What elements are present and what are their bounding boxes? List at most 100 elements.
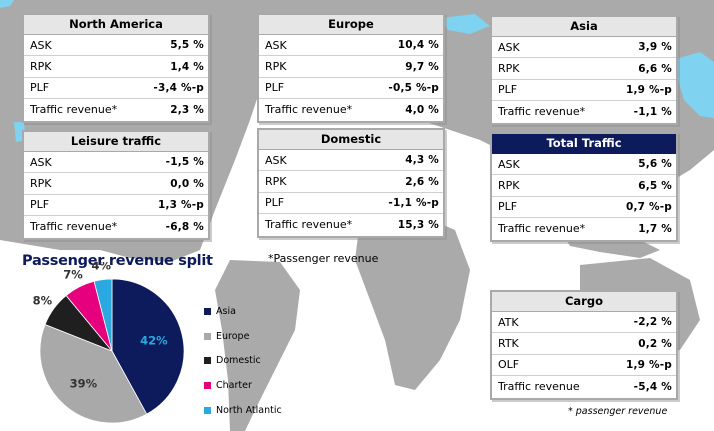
row-label: RPK [498,179,520,193]
row-label: ATK [498,315,519,329]
revenue-split-pie-chart: 42% 39% 8% 7% 4% [33,262,185,424]
row-label: ASK [30,155,52,169]
legend-swatch [204,357,211,365]
row-value: 5,6 % [638,158,672,171]
row-value: 2,3 % [170,103,204,116]
row-label: RPK [498,62,520,76]
row-label: ASK [265,38,287,52]
legend-label: North Atlantic [216,404,282,416]
row-value: 0,7 %-p [625,200,672,213]
table-row: PLF 0,7 %-p [492,197,676,219]
legend-swatch [204,406,211,414]
row-label: PLF [265,81,285,95]
table-row: ASK 5,5 % [24,35,208,57]
passenger-revenue-note: *Passenger revenue [268,252,379,265]
row-label: RTK [498,337,519,351]
pie-slice-europe [39,323,148,424]
row-value: -6,8 % [165,220,204,233]
table-row: PLF -1,1 %-p [259,193,443,215]
row-value: 5,5 % [170,39,204,52]
chart-title: Passenger revenue split [22,253,213,269]
row-value: 4,0 % [405,103,439,116]
table-row: Traffic revenue* 2,3 % [24,99,208,120]
domestic-card: Domestic ASK 4,3 % RPK 2,6 % PLF -1,1 %-p T… [257,128,445,238]
row-value: -5,4 % [633,380,672,393]
row-value: 10,4 % [397,39,439,52]
row-value: 1,4 % [170,60,204,73]
row-value: 6,6 % [638,62,672,75]
pie-label-charter: 7% [63,267,83,281]
row-label: RPK [265,60,287,74]
legend-label: Europe [216,330,250,342]
europe-card: Europe ASK 10,4 % RPK 9,7 % PLF -0,5 %-p Tr… [257,13,445,123]
table-row: Traffic revenue* 4,0 % [259,99,443,120]
row-value: 0,2 % [638,337,672,350]
table-row: ASK 3,9 % [492,37,676,59]
table-row: PLF 1,3 %-p [24,195,208,217]
row-label: PLF [30,81,50,95]
row-label: ASK [30,38,52,52]
table-row: PLF -0,5 %-p [259,78,443,100]
table-row: ASK 4,3 % [259,150,443,172]
row-label: RPK [265,175,287,189]
row-label: Traffic revenue* [30,220,118,234]
legend-item-north-atlantic: North Atlantic [204,398,314,423]
table-row: RPK 2,6 % [259,171,443,193]
row-label: Traffic revenue [498,380,580,394]
legend-label: Domestic [216,355,261,367]
row-value: -1,1 %-p [388,196,439,209]
north-america-card: North America ASK 5,5 % RPK 1,4 % PLF -3,4 … [22,13,210,123]
pie-label-asia: 42% [140,333,168,347]
legend-swatch [204,381,211,389]
row-label: RPK [30,177,52,191]
table-row: Traffic revenue* 1,7 % [492,218,676,239]
row-value: 6,5 % [638,179,672,192]
table-row: ASK 10,4 % [259,35,443,57]
card-title: Total Traffic [492,134,676,154]
passenger-revenue-footnote: * passenger revenue [568,406,668,417]
table-row: RPK 1,4 % [24,56,208,78]
row-label: PLF [30,198,50,212]
card-title: Europe [259,15,443,35]
pie-slice-asia [111,278,185,415]
row-label: Traffic revenue* [30,103,118,117]
row-label: ASK [265,153,287,167]
row-value: 4,3 % [405,154,439,167]
card-title: Cargo [492,292,676,312]
card-title: North America [24,15,208,35]
legend-label: Charter [216,379,252,391]
table-row: Traffic revenue* -1,1 % [492,101,676,122]
table-row: RPK 9,7 % [259,56,443,78]
row-label: ASK [498,40,520,54]
table-row: RTK 0,2 % [492,333,676,355]
table-row: ASK 5,6 % [492,154,676,176]
table-row: RPK 0,0 % [24,173,208,195]
row-label: OLF [498,358,520,372]
table-row: Traffic revenue -5,4 % [492,376,676,397]
row-label: Traffic revenue* [265,103,353,117]
cargo-card: Cargo ATK -2,2 % RTK 0,2 % OLF 1,9 %-p Traf… [490,290,678,400]
legend-item-europe: Europe [204,324,314,349]
table-row: RPK 6,5 % [492,175,676,197]
row-value: -1,5 % [165,156,204,169]
row-value: -2,2 % [633,316,672,329]
table-row: RPK 6,6 % [492,58,676,80]
card-title: Leisure traffic [24,132,208,152]
row-label: RPK [30,60,52,74]
legend-item-domestic: Domestic [204,348,314,373]
legend-swatch [204,332,211,340]
row-label: PLF [498,200,518,214]
pie-label-domestic: 8% [33,293,53,307]
row-value: 9,7 % [405,60,439,73]
row-label: Traffic revenue* [498,105,586,119]
table-row: PLF 1,9 %-p [492,80,676,102]
row-value: -1,1 % [633,105,672,118]
legend-label: Asia [216,305,236,317]
row-label: Traffic revenue* [265,218,353,232]
row-value: 15,3 % [397,218,439,231]
row-value: 1,9 %-p [625,83,672,96]
table-row: ATK -2,2 % [492,312,676,334]
pie-label-north-atlantic: 4% [91,262,111,273]
row-value: 1,9 %-p [625,358,672,371]
card-title: Domestic [259,130,443,150]
